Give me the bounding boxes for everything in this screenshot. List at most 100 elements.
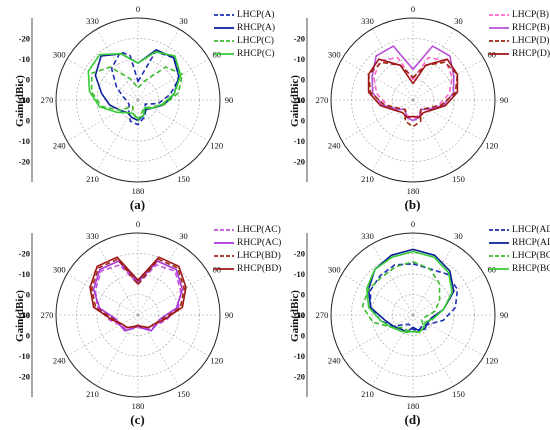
legend-swatch bbox=[489, 254, 509, 257]
angle-tick-label: 90 bbox=[225, 95, 234, 105]
grid-spoke bbox=[66, 314, 139, 357]
angle-tick-label: 240 bbox=[53, 356, 66, 366]
legend-swatch bbox=[214, 26, 234, 29]
radial-tick-label: -20 bbox=[19, 249, 30, 259]
legend-label: RHCP(AC) bbox=[237, 237, 282, 248]
legend-swatch bbox=[489, 267, 509, 270]
legend-item: RHCP(BC) bbox=[488, 262, 550, 275]
grid-spoke bbox=[137, 273, 210, 316]
radial-tick-label: 10 bbox=[22, 310, 31, 320]
legend-label: LHCP(BC) bbox=[512, 250, 550, 261]
panel-d: Gain(dBic) 0 30 60 90 120 150 180 210 240 270 300 3… bbox=[275, 215, 550, 430]
legend-item: LHCP(BD) bbox=[213, 249, 281, 262]
legend-label: LHCP(AD) bbox=[512, 224, 550, 235]
legend-swatch bbox=[489, 39, 509, 42]
legend-label: LHCP(BD) bbox=[237, 250, 281, 261]
angle-tick-label: 60 bbox=[213, 50, 222, 60]
angle-tick-label: 180 bbox=[407, 401, 420, 411]
polar-plot-b: 0 30 60 90 120 150 180 210 240 270 300 330 10 0 -10 -20… bbox=[294, 4, 509, 196]
angle-tick-label: 300 bbox=[328, 50, 341, 60]
angle-tick-label: 90 bbox=[500, 95, 509, 105]
grid-spoke bbox=[341, 314, 414, 357]
radial-tick-label: -30 bbox=[19, 310, 30, 320]
legend-item: RHCP(A) bbox=[213, 21, 275, 34]
angle-tick-label: 180 bbox=[407, 186, 420, 196]
angle-tick-label: 270 bbox=[41, 95, 54, 105]
grid-spoke bbox=[96, 243, 139, 316]
radial-tick-label: 10 bbox=[22, 95, 31, 105]
series-line-lhcpbd bbox=[91, 258, 185, 329]
legend-b: LHCP(B) RHCP(B) LHCP(D) RHCP(D) bbox=[488, 8, 550, 60]
legend-swatch bbox=[489, 13, 509, 16]
angle-tick-label: 150 bbox=[452, 389, 465, 399]
legend-swatch bbox=[214, 241, 234, 244]
legend-item: RHCP(C) bbox=[213, 47, 275, 60]
series-line-rhcpb bbox=[371, 45, 455, 122]
legend-swatch bbox=[214, 39, 234, 42]
grid-spoke bbox=[412, 314, 485, 357]
angle-tick-label: 270 bbox=[316, 95, 329, 105]
angle-tick-label: 330 bbox=[361, 231, 374, 241]
legend-label: RHCP(B) bbox=[512, 22, 550, 33]
legend-item: RHCP(BD) bbox=[213, 262, 281, 275]
angle-tick-label: 30 bbox=[179, 16, 188, 26]
grid-spoke bbox=[137, 58, 210, 101]
legend-item: RHCP(AC) bbox=[213, 236, 281, 249]
legend-item: LHCP(B) bbox=[488, 8, 550, 21]
radial-tick-label: 0 bbox=[26, 116, 30, 126]
grid-spoke bbox=[137, 314, 210, 357]
legend-item: LHCP(C) bbox=[213, 34, 275, 47]
legend-label: RHCP(D) bbox=[512, 48, 550, 59]
polar-plot-c: 0 30 60 90 120 150 180 210 240 270 300 330 10 0 -10 -20… bbox=[19, 219, 234, 411]
legend-a: LHCP(A) RHCP(A) LHCP(C) RHCP(C) bbox=[213, 8, 275, 60]
legend-label: RHCP(A) bbox=[237, 22, 276, 33]
grid-spoke bbox=[371, 243, 414, 316]
angle-tick-label: 210 bbox=[86, 389, 99, 399]
series-line-lhcpc bbox=[90, 66, 184, 122]
grid-spoke bbox=[412, 99, 485, 142]
panel-c: Gain(dBic) 0 30 60 90 120 150 180 210 240 270 300 3… bbox=[0, 215, 281, 430]
grid-spoke bbox=[96, 28, 139, 101]
angle-tick-label: 180 bbox=[132, 401, 145, 411]
grid-spoke bbox=[66, 273, 139, 316]
angle-tick-label: 210 bbox=[86, 174, 99, 184]
polar-plot-a: 0 30 60 90 120 150 180 210 240 270 300 330 10 0 -10 -20… bbox=[19, 4, 234, 196]
radial-tick-label: -10 bbox=[294, 136, 305, 146]
angle-tick-label: 150 bbox=[177, 389, 190, 399]
radial-tick-label: 0 bbox=[301, 331, 305, 341]
angle-tick-label: 0 bbox=[411, 219, 415, 229]
panel-label-a: (a) bbox=[129, 197, 146, 212]
series-line-rhcpbd bbox=[89, 256, 187, 329]
legend-item: RHCP(AD) bbox=[488, 236, 550, 249]
legend-label: LHCP(A) bbox=[237, 9, 275, 20]
legend-swatch bbox=[214, 267, 234, 270]
angle-tick-label: 60 bbox=[488, 50, 497, 60]
legend-swatch bbox=[214, 254, 234, 257]
legend-swatch bbox=[489, 52, 509, 55]
angle-tick-label: 180 bbox=[132, 186, 145, 196]
grid-spoke bbox=[96, 99, 139, 172]
angle-tick-label: 120 bbox=[210, 141, 223, 151]
panel-label-b: (b) bbox=[404, 197, 421, 212]
angle-tick-label: 30 bbox=[454, 16, 463, 26]
legend-d: LHCP(AD) RHCP(AD) LHCP(BC) RHCP(BC) bbox=[488, 223, 550, 275]
series-line-lhcpac bbox=[94, 264, 182, 330]
legend-label: LHCP(AC) bbox=[237, 224, 281, 235]
radial-tick-label: -20 bbox=[294, 249, 305, 259]
radial-tick-label: 0 bbox=[26, 75, 30, 85]
radial-tick-label: 0 bbox=[301, 75, 305, 85]
radial-tick-label: -10 bbox=[294, 351, 305, 361]
radial-tick-label: -10 bbox=[294, 269, 305, 279]
panel-label-d: (d) bbox=[404, 412, 421, 427]
angle-tick-label: 0 bbox=[411, 4, 415, 14]
grid-spoke bbox=[412, 99, 455, 172]
grid-spoke bbox=[341, 99, 414, 142]
legend-label: LHCP(D) bbox=[512, 35, 550, 46]
radial-tick-label: -10 bbox=[294, 54, 305, 64]
legend-item: RHCP(D) bbox=[488, 47, 550, 60]
angle-tick-label: 330 bbox=[86, 16, 99, 26]
radial-tick-label: -20 bbox=[19, 34, 30, 44]
grid-spoke bbox=[137, 314, 180, 387]
legend-label: LHCP(B) bbox=[512, 9, 549, 20]
legend-item: LHCP(D) bbox=[488, 34, 550, 47]
